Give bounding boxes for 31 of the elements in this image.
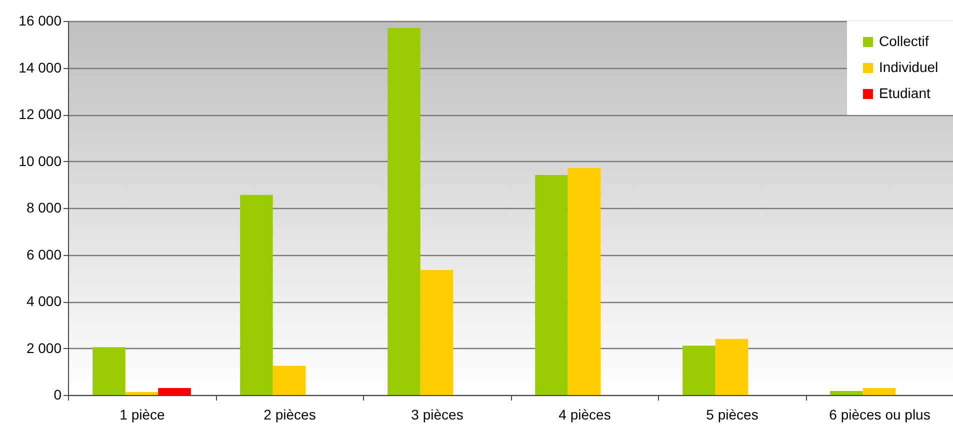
- y-tick-label: 14 000: [18, 59, 62, 76]
- legend-label: Etudiant: [879, 85, 930, 101]
- bar: [682, 346, 716, 395]
- bar: [388, 28, 420, 395]
- bar: [715, 338, 748, 395]
- legend-label: Individuel: [879, 59, 938, 75]
- x-tick-label: 2 pièces: [264, 406, 316, 422]
- y-tick-label: 10 000: [18, 152, 62, 169]
- y-tick-label: 2 000: [26, 340, 62, 356]
- x-tick-label: 5 pièces: [706, 406, 758, 422]
- bar: [420, 270, 454, 395]
- y-tick-label: 4 000: [26, 293, 62, 309]
- bar: [535, 175, 568, 395]
- bar: [158, 388, 191, 395]
- x-tick-label: 3 pièces: [411, 406, 464, 422]
- y-tick-label: 8 000: [26, 200, 62, 216]
- x-tick-label: 4 pièces: [558, 406, 611, 422]
- bar: [568, 168, 601, 395]
- x-tick-label: 1 pièce: [120, 406, 166, 422]
- bar: [272, 366, 306, 395]
- bar: [240, 194, 273, 395]
- x-tick-label: 6 pièces ou plus: [829, 406, 930, 422]
- y-tick-label: 12 000: [18, 106, 62, 122]
- legend-label: Collectif: [879, 33, 929, 49]
- bar: [830, 391, 863, 395]
- y-tick-label: 0: [54, 386, 62, 402]
- bar: [125, 392, 158, 395]
- y-tick-label: 16 000: [18, 12, 62, 28]
- bar: [862, 388, 896, 395]
- y-tick-label: 6 000: [26, 246, 62, 262]
- bar: [92, 347, 126, 395]
